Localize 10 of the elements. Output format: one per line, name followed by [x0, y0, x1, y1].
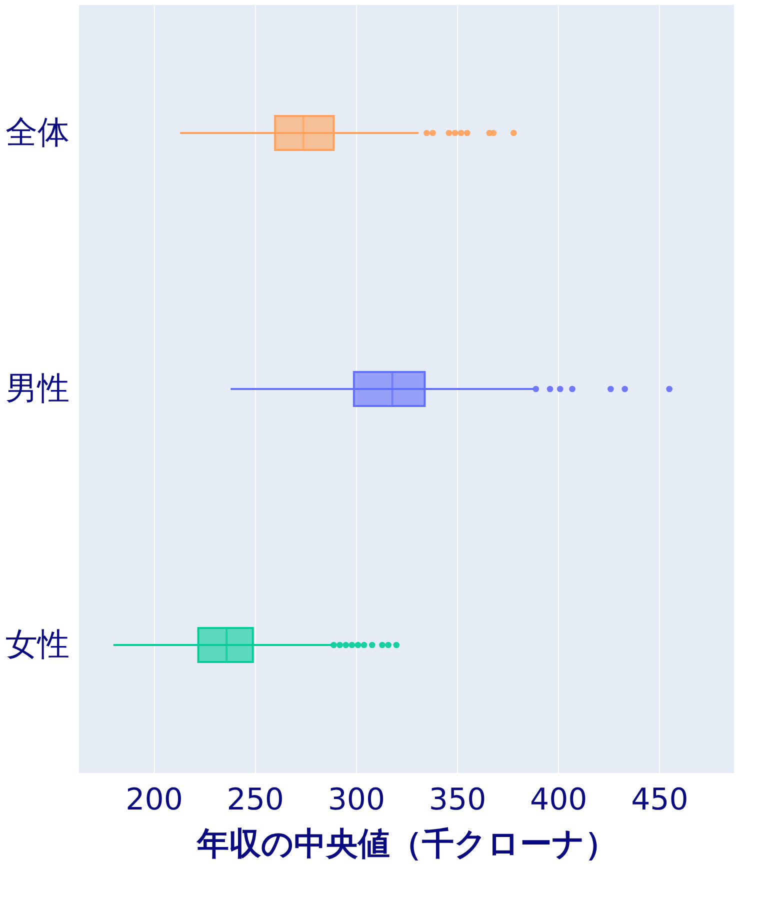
x-tick-label: 450 — [631, 782, 688, 818]
x-tick-label: 250 — [226, 782, 284, 818]
x-axis-title: 年収の中央値（千クローナ） — [196, 824, 617, 862]
x-tick-label: 400 — [530, 782, 588, 818]
y-tick-label: 女性 — [6, 625, 70, 663]
y-tick-label: 男性 — [6, 369, 70, 407]
x-tick-label: 350 — [428, 782, 486, 818]
x-tick-label: 300 — [328, 782, 386, 818]
x-tick-label: 200 — [126, 782, 183, 818]
y-tick-label: 全体 — [6, 113, 70, 151]
